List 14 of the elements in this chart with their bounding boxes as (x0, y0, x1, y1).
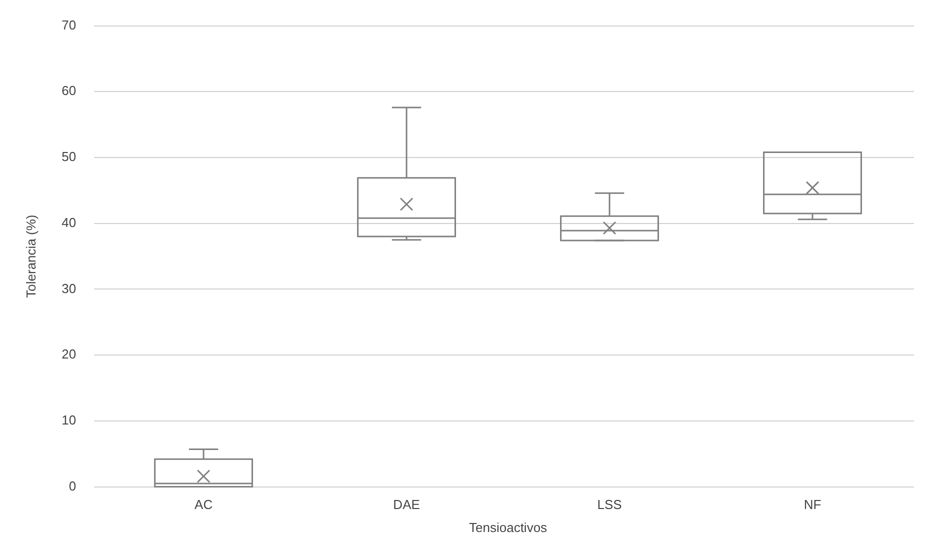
y-axis-title: Tolerancia (%) (23, 214, 38, 298)
x-tick-label: LSS (597, 497, 622, 512)
y-tick-label: 60 (62, 83, 76, 98)
x-tick-label: NF (804, 497, 822, 512)
x-tick-label: AC (194, 497, 213, 512)
y-tick-label: 40 (62, 214, 76, 230)
x-axis-title: Tensioactivos (469, 520, 548, 535)
y-tick-label: 50 (62, 149, 76, 164)
y-tick-label: 70 (62, 17, 76, 32)
x-tick-label: DAE (393, 497, 420, 512)
y-tick-label: 30 (62, 280, 76, 296)
y-tick-label: 0 (68, 478, 76, 494)
y-tick-label: 10 (62, 412, 76, 428)
y-tick-label: 20 (62, 346, 76, 362)
